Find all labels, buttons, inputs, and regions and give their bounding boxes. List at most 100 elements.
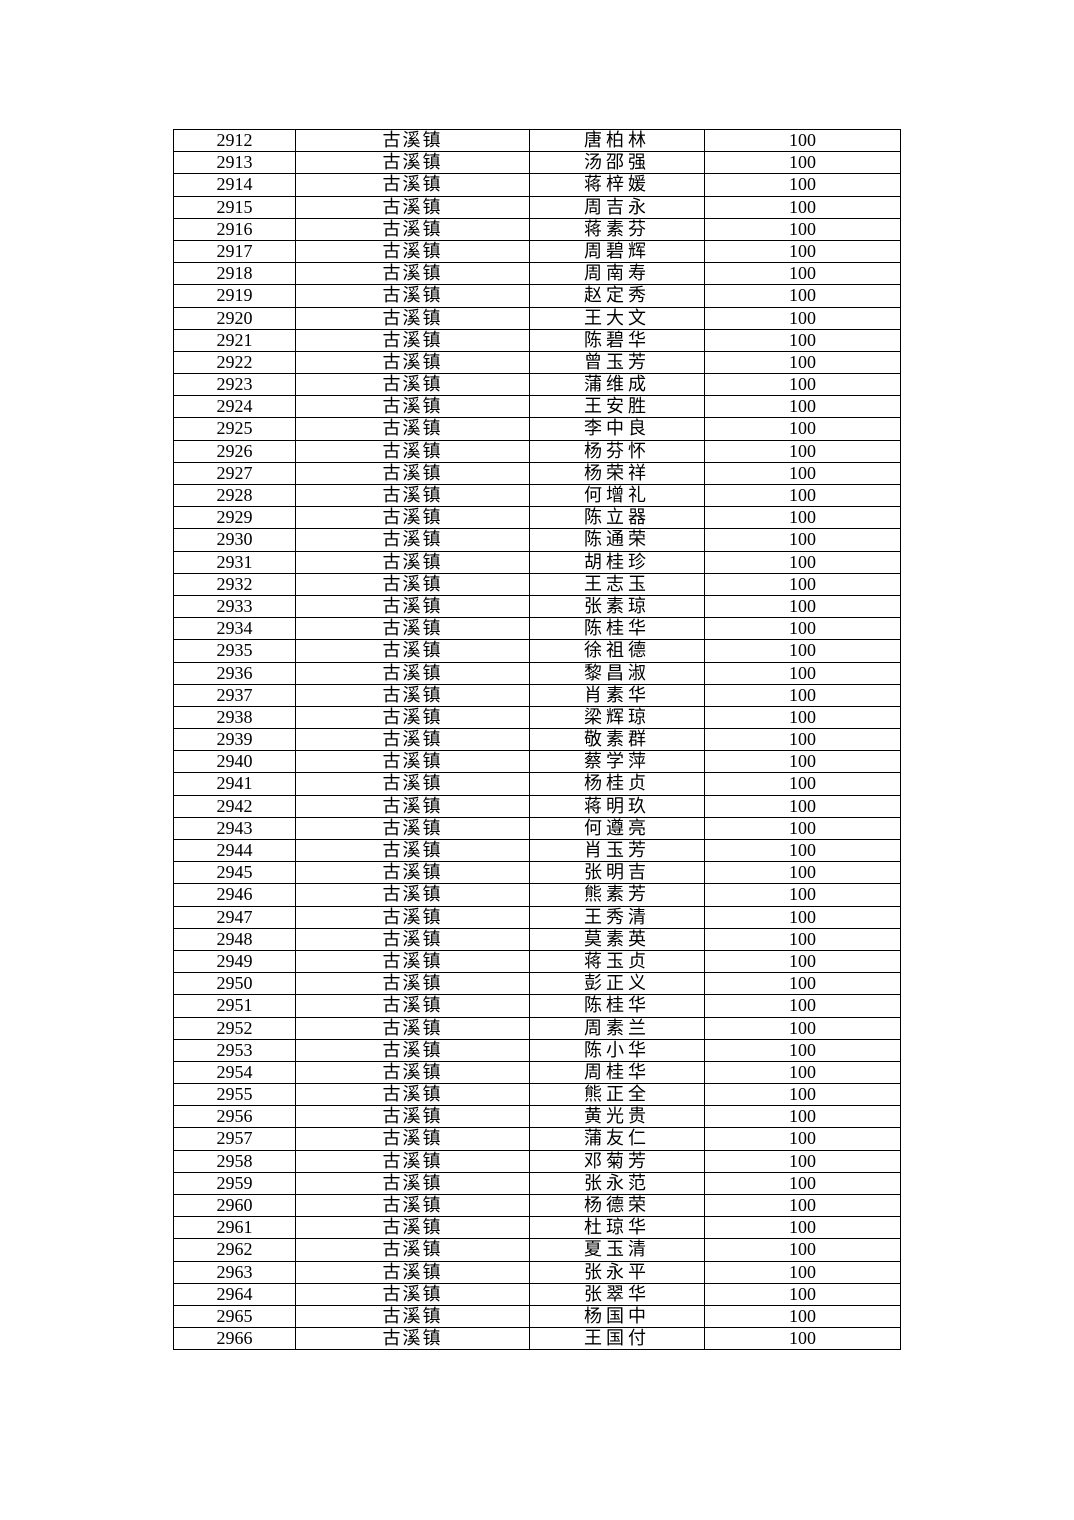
row-number-cell: 2921 [173, 328, 296, 352]
amount-cell: 100 [704, 483, 901, 508]
amount-cell: 100 [704, 128, 901, 153]
table-row: 2931 古溪镇 胡桂珍 100 [173, 550, 901, 574]
town-cell: 古溪镇 [295, 683, 530, 707]
table-row: 2930 古溪镇 陈通荣 100 [173, 528, 901, 552]
table-row: 2928 古溪镇 何增礼 100 [173, 483, 901, 508]
amount-cell: 100 [704, 195, 901, 219]
table-row: 2966 古溪镇 王国付 100 [173, 1327, 901, 1351]
table-row: 2958 古溪镇 邓菊芳 100 [173, 1149, 901, 1173]
row-number-cell: 2918 [173, 262, 296, 286]
amount-cell: 100 [704, 417, 901, 441]
table-row: 2952 古溪镇 周素兰 100 [173, 1016, 901, 1040]
table-row: 2923 古溪镇 蒲维成 100 [173, 373, 901, 397]
table-row: 2950 古溪镇 彭正义 100 [173, 972, 901, 996]
subsidy-table: 2912 古溪镇 唐柏林 100 2913 古溪镇 汤邵强 100 2914 古溪镇 蒋梓媛 100 2… [173, 128, 901, 1351]
amount-cell: 100 [704, 861, 901, 885]
town-cell: 古溪镇 [295, 1060, 530, 1085]
amount-cell: 100 [704, 972, 901, 996]
amount-cell: 100 [704, 816, 901, 841]
row-number-cell: 2964 [173, 1282, 296, 1306]
amount-cell: 100 [704, 550, 901, 574]
name-cell: 彭正义 [529, 972, 705, 996]
town-cell: 古溪镇 [295, 1327, 530, 1351]
amount-cell: 100 [704, 683, 901, 707]
row-number-cell: 2920 [173, 306, 296, 330]
amount-cell: 100 [704, 262, 901, 286]
amount-cell: 100 [704, 1193, 901, 1218]
amount-cell: 100 [704, 661, 901, 685]
name-cell: 陈立器 [529, 506, 705, 530]
amount-cell: 100 [704, 1038, 901, 1062]
town-cell: 古溪镇 [295, 927, 530, 951]
amount-cell: 100 [704, 838, 901, 863]
town-cell: 古溪镇 [295, 661, 530, 685]
town-cell: 古溪镇 [295, 173, 530, 197]
table-row: 2932 古溪镇 王志玉 100 [173, 572, 901, 596]
row-number-cell: 2923 [173, 373, 296, 397]
row-number-cell: 2922 [173, 350, 296, 375]
town-cell: 古溪镇 [295, 1038, 530, 1062]
amount-cell: 100 [704, 1083, 901, 1107]
amount-cell: 100 [704, 1216, 901, 1240]
town-cell: 古溪镇 [295, 395, 530, 419]
name-cell: 陈小华 [529, 1038, 705, 1062]
name-cell: 徐祖德 [529, 639, 705, 663]
row-number-cell: 2916 [173, 217, 296, 241]
town-cell: 古溪镇 [295, 883, 530, 907]
town-cell: 古溪镇 [295, 550, 530, 574]
row-number-cell: 2962 [173, 1238, 296, 1262]
row-number-cell: 2934 [173, 617, 296, 641]
amount-cell: 100 [704, 639, 901, 663]
town-cell: 古溪镇 [295, 728, 530, 752]
amount-cell: 100 [704, 572, 901, 596]
row-number-cell: 2938 [173, 705, 296, 730]
amount-cell: 100 [704, 728, 901, 752]
amount-cell: 100 [704, 1282, 901, 1306]
table-row: 2941 古溪镇 杨桂贞 100 [173, 772, 901, 796]
table-row: 2933 古溪镇 张素琼 100 [173, 594, 901, 619]
row-number-cell: 2930 [173, 528, 296, 552]
amount-cell: 100 [704, 1327, 901, 1351]
table-row: 2912 古溪镇 唐柏林 100 [173, 128, 901, 153]
town-cell: 古溪镇 [295, 461, 530, 486]
table-row: 2918 古溪镇 周南寿 100 [173, 262, 901, 286]
amount-cell: 100 [704, 883, 901, 907]
amount-cell: 100 [704, 949, 901, 974]
amount-cell: 100 [704, 1171, 901, 1196]
name-cell: 唐柏林 [529, 128, 705, 153]
town-cell: 古溪镇 [295, 705, 530, 730]
row-number-cell: 2955 [173, 1083, 296, 1107]
name-cell: 杨荣祥 [529, 461, 705, 486]
table-body: 2912 古溪镇 唐柏林 100 2913 古溪镇 汤邵强 100 2914 古溪镇 蒋梓媛 100 2… [173, 128, 901, 1351]
town-cell: 古溪镇 [295, 1260, 530, 1284]
amount-cell: 100 [704, 217, 901, 241]
row-number-cell: 2956 [173, 1105, 296, 1129]
table-row: 2929 古溪镇 陈立器 100 [173, 506, 901, 530]
table-row: 2947 古溪镇 王秀清 100 [173, 905, 901, 929]
amount-cell: 100 [704, 528, 901, 552]
table-row: 2938 古溪镇 梁辉琼 100 [173, 705, 901, 730]
town-cell: 古溪镇 [295, 262, 530, 286]
name-cell: 熊正全 [529, 1083, 705, 1107]
town-cell: 古溪镇 [295, 483, 530, 508]
town-cell: 古溪镇 [295, 1105, 530, 1129]
table-row: 2946 古溪镇 熊素芳 100 [173, 883, 901, 907]
table-row: 2959 古溪镇 张永范 100 [173, 1171, 901, 1196]
name-cell: 杜琼华 [529, 1216, 705, 1240]
row-number-cell: 2966 [173, 1327, 296, 1351]
amount-cell: 100 [704, 439, 901, 463]
name-cell: 张永范 [529, 1171, 705, 1196]
row-number-cell: 2927 [173, 461, 296, 486]
name-cell: 胡桂珍 [529, 550, 705, 574]
table-row: 2963 古溪镇 张永平 100 [173, 1260, 901, 1284]
name-cell: 赵定秀 [529, 284, 705, 308]
town-cell: 古溪镇 [295, 1216, 530, 1240]
name-cell: 蒲维成 [529, 373, 705, 397]
table-row: 2921 古溪镇 陈碧华 100 [173, 328, 901, 352]
name-cell: 梁辉琼 [529, 705, 705, 730]
name-cell: 熊素芳 [529, 883, 705, 907]
row-number-cell: 2963 [173, 1260, 296, 1284]
town-cell: 古溪镇 [295, 439, 530, 463]
row-number-cell: 2965 [173, 1304, 296, 1329]
table-row: 2924 古溪镇 王安胜 100 [173, 395, 901, 419]
